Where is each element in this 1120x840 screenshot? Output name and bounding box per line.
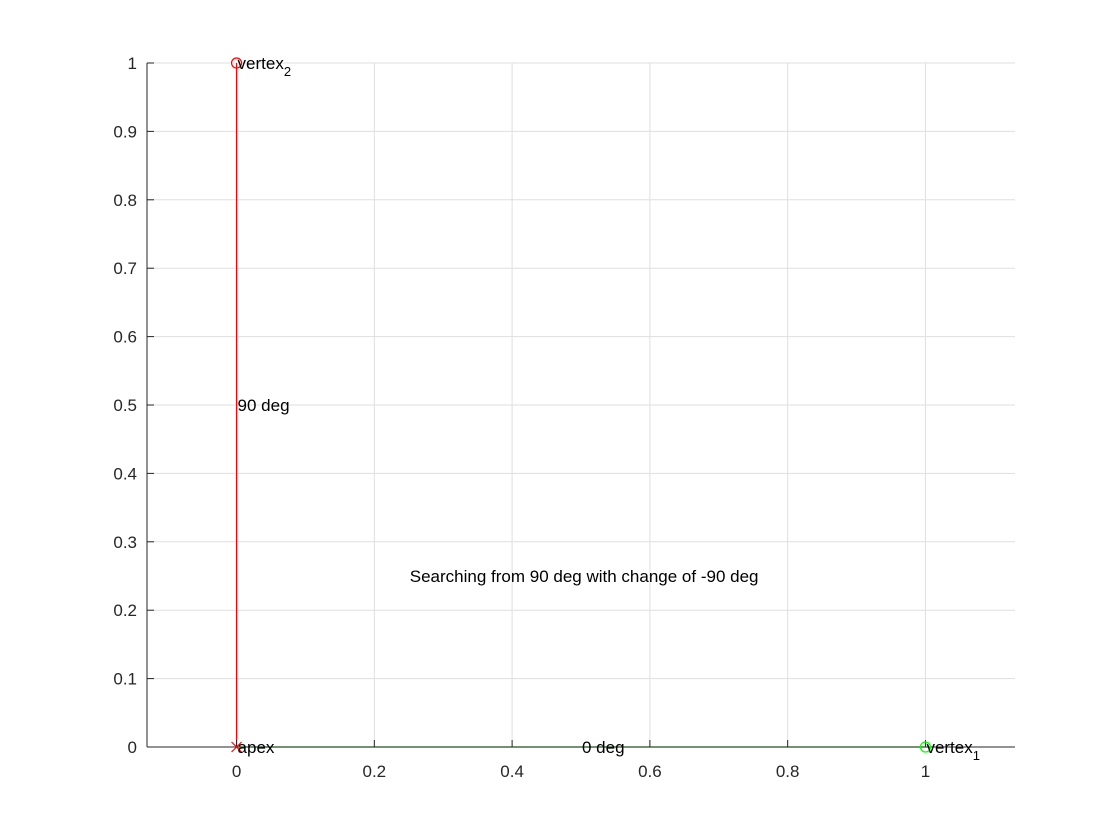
annotation-text: vertex: [926, 738, 973, 757]
annotation-text: apex: [238, 738, 275, 757]
annotation-text: Searching from 90 deg with change of -90…: [410, 567, 759, 586]
annotation-label: 0 deg: [582, 738, 625, 757]
circle-marker: [919, 741, 932, 753]
x-tick-label: 1: [921, 762, 930, 781]
y-tick-label: 0.3: [113, 533, 137, 552]
x-marker-stroke: [231, 741, 242, 753]
axes: [146, 62, 1015, 748]
x-tick-label: 0.8: [776, 762, 800, 781]
annotation-label: Searching from 90 deg with change of -90…: [410, 567, 759, 586]
x-tick-label: 0.6: [638, 762, 662, 781]
y-tick-label: 0.5: [113, 396, 137, 415]
y-tick-label: 0.2: [113, 601, 137, 620]
annotation-subscript: 1: [973, 748, 980, 763]
annotation-text: 90 deg: [238, 396, 290, 415]
annotation-label: apex: [238, 738, 275, 757]
y-tick-label: 1: [128, 54, 137, 73]
y-tick-label: 0.7: [113, 259, 137, 278]
markers-group: [230, 57, 932, 753]
y-tick-label: 0.8: [113, 191, 137, 210]
y-tick-label: 0.4: [113, 464, 137, 483]
tick-labels: 0 0.2 0.4 0.6 0.8 1 0 0.1 0.2 0.3 0.4 0.5 0.6 0.7 0.8 0…: [113, 54, 930, 781]
grid: [147, 62, 1015, 748]
circle-marker: [230, 57, 243, 69]
annotation-subscript: 2: [284, 64, 291, 79]
annotation-label: vertex2: [238, 54, 292, 79]
y-tick-label: 0.6: [113, 328, 137, 347]
annotation-label: vertex1: [926, 738, 980, 763]
x-tick-label: 0.2: [363, 762, 387, 781]
y-tick-label: 0.1: [113, 670, 137, 689]
annotation-text: vertex: [238, 54, 285, 73]
y-tick-label: 0: [128, 738, 137, 757]
annotation-text: 0 deg: [582, 738, 625, 757]
annotation-label: 90 deg: [238, 396, 290, 415]
y-tick-label: 0.9: [113, 122, 137, 141]
x-tick-label: 0.4: [500, 762, 524, 781]
x-tick-label: 0: [232, 762, 241, 781]
x-marker: [231, 741, 242, 753]
